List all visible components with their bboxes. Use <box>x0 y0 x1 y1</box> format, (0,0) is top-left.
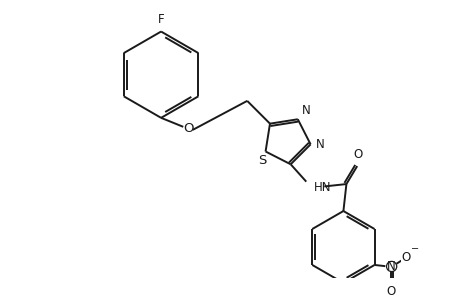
Text: N: N <box>386 260 395 273</box>
Text: −: − <box>410 244 418 254</box>
Text: HN: HN <box>313 181 330 194</box>
Text: N: N <box>315 138 324 151</box>
Text: N: N <box>301 104 309 117</box>
Text: O: O <box>386 285 395 298</box>
Text: O: O <box>353 148 362 161</box>
Text: O: O <box>182 122 193 135</box>
Text: F: F <box>157 13 164 26</box>
Text: S: S <box>257 154 266 167</box>
Text: O: O <box>400 251 409 264</box>
